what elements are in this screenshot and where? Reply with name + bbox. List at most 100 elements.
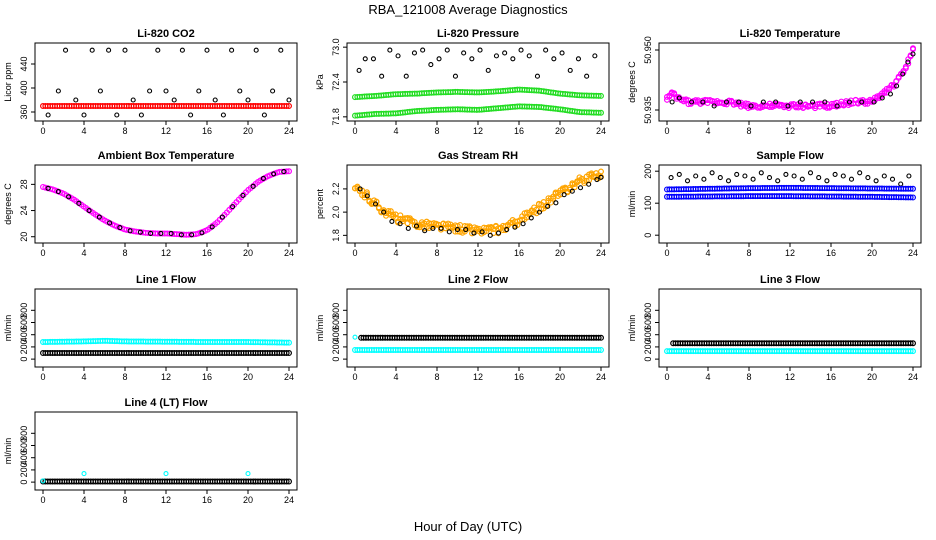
data-point xyxy=(471,230,477,236)
x-tick-label: 12 xyxy=(473,248,483,258)
panel-title: Li-820 CO2 xyxy=(137,28,194,40)
data-point xyxy=(898,181,904,187)
data-point xyxy=(909,194,916,201)
data-point xyxy=(889,176,896,182)
data-point xyxy=(518,47,524,53)
y-axis-label: Licor ppm xyxy=(3,62,13,102)
data-point xyxy=(595,92,602,99)
x-tick-label: 16 xyxy=(826,126,836,136)
x-tick-label: 0 xyxy=(664,372,669,382)
x-tick-label: 24 xyxy=(284,495,294,505)
data-point xyxy=(106,47,112,53)
data-point xyxy=(551,56,557,62)
y-tick-label: 400 xyxy=(19,327,29,342)
plot-frame xyxy=(34,42,298,122)
x-tick-label: 24 xyxy=(908,126,918,136)
data-point xyxy=(178,232,184,238)
y-tick-label: 28 xyxy=(19,179,29,189)
panel-title: Line 3 Flow xyxy=(760,274,820,286)
data-point xyxy=(379,73,385,79)
data-point xyxy=(834,103,840,109)
x-tick-label: 0 xyxy=(40,372,45,382)
data-point xyxy=(438,225,444,231)
data-point xyxy=(742,100,749,107)
series-1-black xyxy=(669,51,916,109)
data-point xyxy=(701,176,707,182)
panel-2: Li-820 Temperature degrees C 0 4 8 12 16 20 24 50… xyxy=(627,28,922,136)
plot-frame xyxy=(658,164,922,244)
data-point xyxy=(504,226,510,233)
y-tick-label: 20 xyxy=(19,232,29,242)
series-0-black xyxy=(45,47,292,118)
data-point xyxy=(909,185,916,192)
x-tick-label: 16 xyxy=(514,248,524,258)
x-tick-label: 16 xyxy=(202,248,212,258)
data-point xyxy=(816,175,822,181)
x-tick-label: 12 xyxy=(785,372,795,382)
panel-4: Gas Stream RH percent 0 4 8 12 16 20 24 1.8 2.0 2.2 xyxy=(315,150,610,258)
data-point xyxy=(73,97,79,103)
y-tick-label: 400 xyxy=(643,327,653,342)
y-tick-label: 2.2 xyxy=(331,183,341,196)
data-point xyxy=(905,60,912,67)
panel-title: Li-820 Pressure xyxy=(437,28,519,40)
x-tick-label: 12 xyxy=(785,248,795,258)
series-0-orange xyxy=(352,168,604,237)
x-tick-label: 20 xyxy=(243,126,253,136)
series-1-green xyxy=(352,86,604,101)
data-point xyxy=(117,225,123,231)
x-tick-label: 20 xyxy=(555,372,565,382)
data-point xyxy=(422,228,428,234)
y-tick-label: 800 xyxy=(643,303,653,318)
y-tick-label: 800 xyxy=(19,303,29,318)
x-tick-label: 20 xyxy=(867,126,877,136)
series-0-magenta xyxy=(663,45,916,112)
data-point xyxy=(907,52,914,59)
x-tick-label: 8 xyxy=(746,126,751,136)
data-point xyxy=(245,97,251,103)
data-point xyxy=(536,209,543,215)
data-point xyxy=(89,47,95,53)
data-point xyxy=(785,103,791,109)
x-tick-label: 20 xyxy=(243,248,253,258)
data-point xyxy=(783,171,789,177)
data-point xyxy=(684,178,691,184)
x-tick-label: 0 xyxy=(352,248,357,258)
data-point xyxy=(595,109,602,116)
data-point xyxy=(567,67,573,73)
data-point xyxy=(879,95,885,101)
x-tick-label: 0 xyxy=(40,248,45,258)
data-point xyxy=(502,50,508,56)
panel-9: Line 4 (LT) Flow ml/min 0 4 8 12 16 20 24 0 200400… xyxy=(3,397,298,505)
series-1-black xyxy=(357,174,604,238)
x-tick-label: 8 xyxy=(122,248,127,258)
x-tick-label: 16 xyxy=(826,248,836,258)
data-point xyxy=(775,178,781,184)
x-tick-label: 24 xyxy=(284,372,294,382)
x-tick-label: 24 xyxy=(596,126,606,136)
y-tick-label: 200 xyxy=(19,462,29,477)
y-tick-label: 600 xyxy=(19,315,29,330)
data-point xyxy=(597,334,604,341)
data-point xyxy=(286,339,293,346)
panel-title: Line 2 Flow xyxy=(448,274,508,286)
data-point xyxy=(219,214,225,220)
x-tick-label: 20 xyxy=(867,248,877,258)
data-point xyxy=(865,175,871,181)
series-2-green xyxy=(352,103,604,119)
data-point xyxy=(807,170,814,176)
y-tick-label: 200 xyxy=(19,339,29,354)
y-tick-label: 360 xyxy=(19,104,29,119)
y-tick-label: 24 xyxy=(19,206,29,216)
y-tick-label: 71.8 xyxy=(331,108,341,126)
data-point xyxy=(76,200,82,206)
data-point xyxy=(97,88,103,94)
series-2-cyan xyxy=(352,334,358,340)
y-tick-label: 0 xyxy=(19,357,29,362)
panel-1: Li-820 Pressure kPa 0 4 8 12 16 20 24 71.8 72.4 73.… xyxy=(315,28,610,136)
x-tick-label: 16 xyxy=(202,372,212,382)
data-point xyxy=(454,226,461,233)
x-tick-label: 0 xyxy=(352,126,357,136)
y-tick-label: 72.4 xyxy=(331,73,341,91)
data-point xyxy=(797,99,803,105)
